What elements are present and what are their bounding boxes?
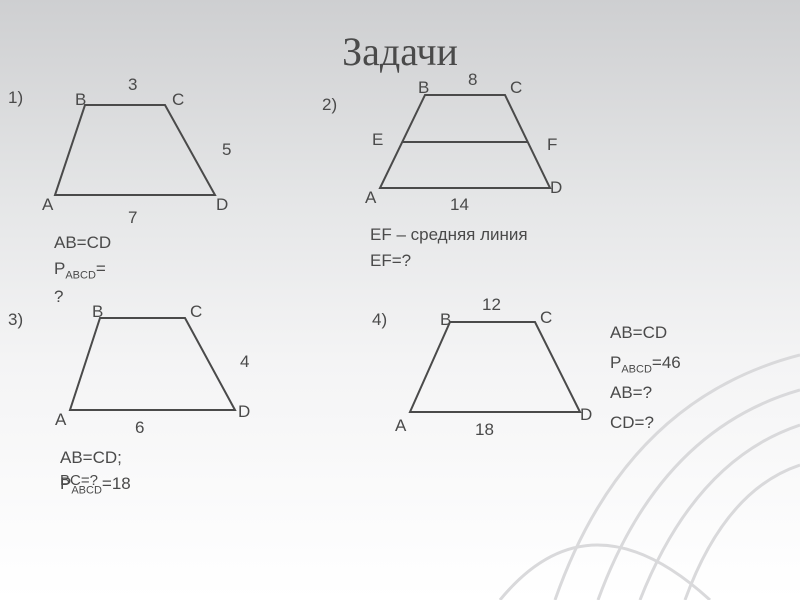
p3-line2: BC=? (60, 470, 98, 493)
p2-line1: EF – средняя линия EF=? (370, 222, 560, 273)
vertex-a: A (55, 410, 66, 430)
p4-line1: AB=CD (610, 320, 667, 346)
vertex-e: E (372, 130, 383, 150)
vertex-c: C (510, 78, 522, 98)
vertex-c: C (540, 308, 552, 328)
vertex-b: B (440, 310, 451, 330)
vertex-c: C (190, 302, 202, 322)
meas-top: 8 (468, 70, 477, 90)
p4-line3: AB=? (610, 380, 652, 406)
vertex-f: F (547, 135, 557, 155)
meas-bottom: 18 (475, 420, 494, 440)
meas-right: 4 (240, 352, 249, 372)
problem-number: 3) (8, 310, 23, 330)
meas-right: 5 (222, 140, 231, 160)
trapezoid-4 (400, 312, 600, 432)
problem-number: 2) (322, 95, 337, 115)
vertex-c: C (172, 90, 184, 110)
page-title: Задачи (342, 28, 458, 75)
trapezoid-3 (60, 310, 260, 430)
p1-line1: AB=CD (54, 230, 111, 256)
trapezoid-1 (45, 95, 245, 215)
meas-bottom: 6 (135, 418, 144, 438)
vertex-a: A (365, 188, 376, 208)
vertex-d: D (216, 195, 228, 215)
p4-line4: CD=? (610, 410, 654, 436)
meas-top: 12 (482, 295, 501, 315)
p4-line2: PABCD=46 (610, 350, 681, 378)
vertex-b: B (75, 90, 86, 110)
problem-number: 4) (372, 310, 387, 330)
meas-top: 3 (128, 75, 137, 95)
vertex-d: D (550, 178, 562, 198)
vertex-a: A (42, 195, 53, 215)
vertex-a: A (395, 416, 406, 436)
vertex-d: D (238, 402, 250, 422)
meas-bottom: 7 (128, 208, 137, 228)
vertex-b: B (418, 78, 429, 98)
meas-bottom: 14 (450, 195, 469, 215)
vertex-b: B (92, 302, 103, 322)
vertex-d: D (580, 405, 592, 425)
problem-number: 1) (8, 88, 23, 108)
